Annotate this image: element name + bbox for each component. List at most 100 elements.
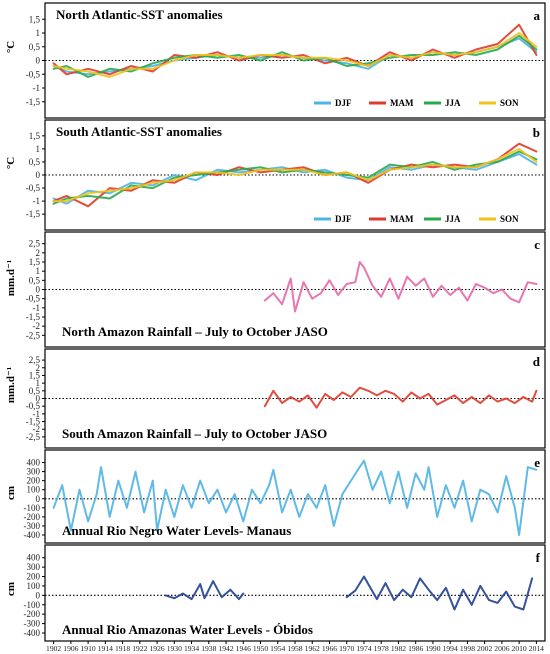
y-tick-label: -1,5 xyxy=(26,209,41,219)
x-tick-label: 1910 xyxy=(81,644,96,653)
legend-entry: JJA xyxy=(445,214,461,224)
y-tick-label: 200 xyxy=(27,476,41,486)
panel-letter: b xyxy=(533,125,540,140)
y-tick-label: 1 xyxy=(36,266,41,276)
y-tick-label: -1 xyxy=(33,83,41,93)
y-tick-label: 1,5 xyxy=(29,370,41,380)
legend-entry: DJF xyxy=(335,214,352,224)
series-line-son xyxy=(52,32,538,78)
x-tick-label: 2014 xyxy=(529,644,544,653)
y-tick-label: -0,5 xyxy=(26,294,41,304)
y-tick-label: 1,5 xyxy=(29,14,41,24)
panel-letter: a xyxy=(534,8,541,23)
y-tick-label: 300 xyxy=(27,467,41,477)
y-tick-label: -1,5 xyxy=(26,312,41,322)
y-tick-label: -0,5 xyxy=(26,183,41,193)
series-line-c xyxy=(263,261,538,313)
y-tick-label: 100 xyxy=(27,485,41,495)
panel-letter: d xyxy=(533,354,541,369)
y-axis-label: cm xyxy=(5,486,17,500)
x-tick-label: 1922 xyxy=(132,644,147,653)
x-tick-label: 1954 xyxy=(270,644,285,653)
y-tick-label: -2,5 xyxy=(26,432,41,442)
legend-entry: SON xyxy=(500,98,519,108)
x-tick-label: 2006 xyxy=(494,644,509,653)
x-tick-label: 1934 xyxy=(184,644,199,653)
y-tick-label: -200 xyxy=(24,512,41,522)
y-axis-label: cm xyxy=(5,582,17,596)
x-tick-label: 2010 xyxy=(512,644,527,653)
x-tick-label: 1914 xyxy=(98,644,113,653)
y-tick-label: -1,5 xyxy=(26,97,41,107)
y-tick-label: -300 xyxy=(24,521,41,531)
y-tick-label: -1 xyxy=(33,196,41,206)
y-tick-label: -2 xyxy=(33,321,41,331)
x-tick-label: 1958 xyxy=(287,644,302,653)
y-axis-label: °C xyxy=(5,157,17,169)
x-tick-label: 1970 xyxy=(339,644,354,653)
x-tick-label: 1994 xyxy=(443,644,458,653)
series-line-jja xyxy=(52,150,538,205)
y-tick-label: 400 xyxy=(27,458,41,468)
x-tick-label: 1974 xyxy=(356,644,371,653)
series-line-son xyxy=(52,147,538,203)
y-tick-label: 2 xyxy=(36,248,41,258)
panel-title: South Atlantic-SST anomalies xyxy=(56,124,222,139)
y-tick-label: 1,5 xyxy=(29,257,41,267)
x-tick-label: 1978 xyxy=(374,644,389,653)
x-tick-label: 1950 xyxy=(253,644,268,653)
x-tick-label: 1906 xyxy=(63,644,78,653)
panel-title: South Amazon Rainfall – July to October … xyxy=(62,426,327,441)
y-tick-label: -100 xyxy=(24,503,41,513)
x-tick-label: 1942 xyxy=(218,644,233,653)
x-tick-label: 1990 xyxy=(425,644,440,653)
x-tick-label: 1902 xyxy=(46,644,61,653)
y-tick-label: -0,5 xyxy=(26,69,41,79)
panel-b: 1,5 1 0,5 0 -0,5 -1 -1,5 °C South Atlantic-SST a… xyxy=(5,119,546,231)
y-tick-label: 0,5 xyxy=(29,386,41,396)
y-tick-label: -400 xyxy=(24,530,41,540)
legend: DJF MAM JJA SON xyxy=(314,98,519,108)
x-tick-label: 1930 xyxy=(167,644,182,653)
y-tick-label: 2 xyxy=(36,363,41,373)
y-tick-label: -2 xyxy=(33,424,41,434)
y-tick-label: 0 xyxy=(36,494,41,504)
y-tick-label: -400 xyxy=(24,628,41,638)
y-tick-label: 1,5 xyxy=(29,131,41,141)
x-tick-label: 1938 xyxy=(201,644,216,653)
y-tick-label: -1,5 xyxy=(26,417,41,427)
y-tick-label: 0,5 xyxy=(29,42,41,52)
y-tick-label: -0,5 xyxy=(26,401,41,411)
panel-title: North Amazon Rainfall – July to October … xyxy=(62,324,328,339)
x-tick-label: 1966 xyxy=(322,644,337,653)
y-tick-label: 2,5 xyxy=(29,239,41,249)
y-tick-label: 0 xyxy=(36,590,41,600)
y-tick-label: 1 xyxy=(36,28,41,38)
panel-d: 2,521,510,50-0,5-1-1,5-2-2,5 mm.d⁻¹ South … xyxy=(5,348,546,449)
panel-a: 1,5 1 0,5 0 -0,5 -1 -1,5 °C North Atlantic-SST a… xyxy=(5,2,546,119)
panel-c: 2,521,510,50-0,5-1-1,5-2-2,5 mm.d⁻¹ North … xyxy=(5,231,546,348)
x-tick-label: 2002 xyxy=(477,644,492,653)
panel-title: North Atlantic-SST anomalies xyxy=(56,7,223,22)
y-axis-label: mm.d⁻¹ xyxy=(5,260,17,296)
y-tick-label: 200 xyxy=(27,572,41,582)
y-tick-label: 0 xyxy=(36,56,41,66)
y-tick-label: -300 xyxy=(24,619,41,629)
x-tick-label: 1982 xyxy=(391,644,406,653)
y-tick-label: 0 xyxy=(36,285,41,295)
y-axis-label: mm.d⁻¹ xyxy=(5,367,17,403)
y-tick-label: 300 xyxy=(27,562,41,572)
y-tick-label: 0,5 xyxy=(29,275,41,285)
y-tick-label: 0 xyxy=(36,394,41,404)
series-line-djf xyxy=(52,153,538,205)
panel-title: Annual Rio Amazonas Water Levels - Óbido… xyxy=(62,622,313,637)
x-tick-label: 1962 xyxy=(305,644,320,653)
y-tick-label: -2,5 xyxy=(26,330,41,340)
y-tick-label: 100 xyxy=(27,581,41,591)
x-tick-label: 1998 xyxy=(460,644,475,653)
y-tick-label: 2,5 xyxy=(29,355,41,365)
y-axis-label: °C xyxy=(5,41,17,53)
